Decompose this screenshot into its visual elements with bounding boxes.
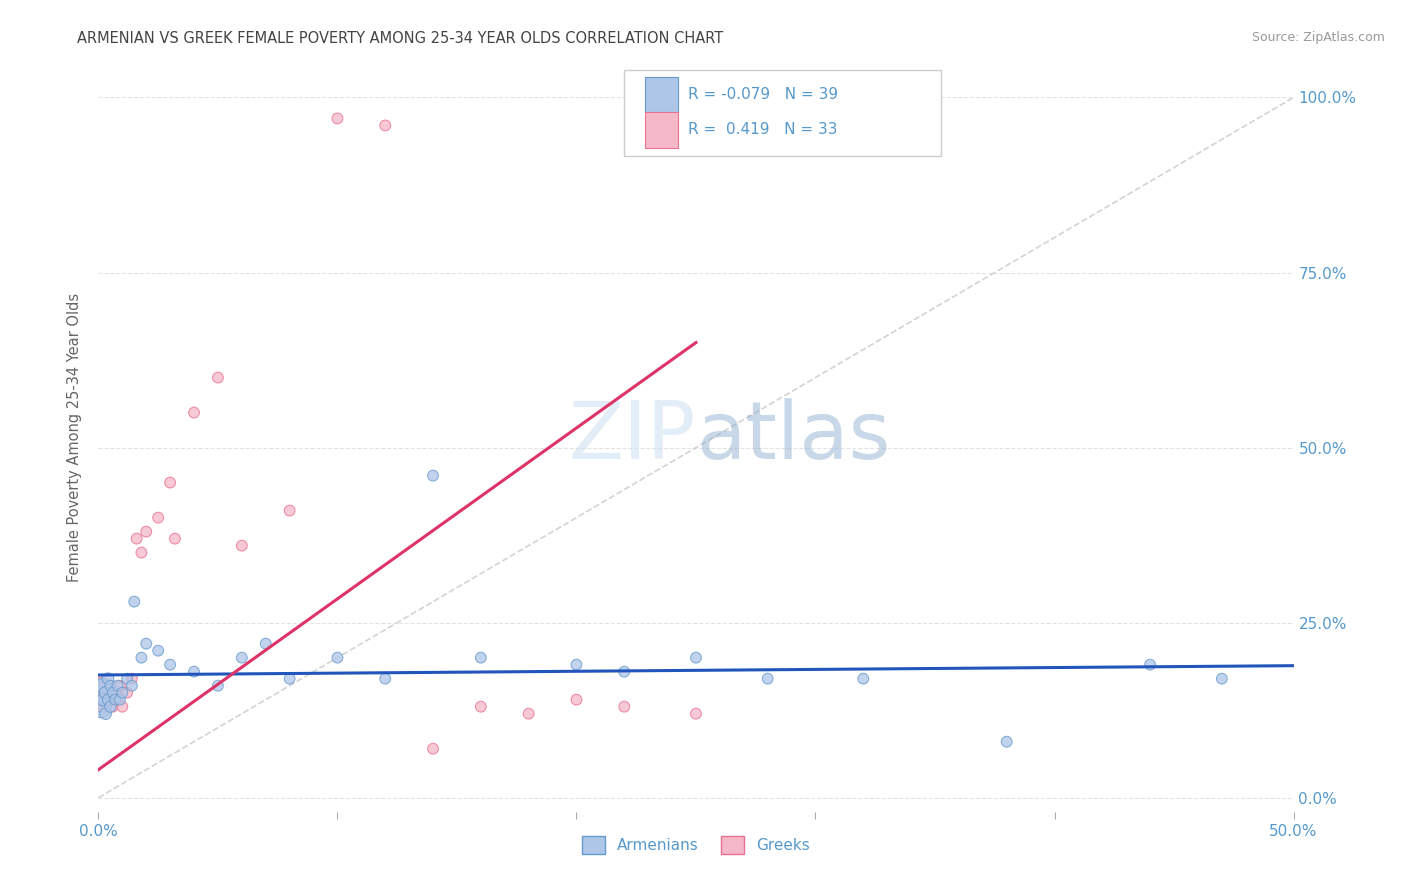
Point — [124, 594, 146, 608]
Point — [207, 679, 229, 693]
Text: Source: ZipAtlas.com: Source: ZipAtlas.com — [1251, 31, 1385, 45]
Point — [148, 643, 170, 657]
Point — [94, 686, 117, 700]
Point — [685, 706, 707, 721]
Point — [278, 672, 301, 686]
Point — [254, 637, 277, 651]
Point — [101, 699, 124, 714]
FancyBboxPatch shape — [624, 70, 941, 156]
Point — [91, 699, 114, 714]
Point — [131, 650, 153, 665]
Point — [374, 672, 396, 686]
Point — [374, 119, 396, 133]
Legend: Armenians, Greeks: Armenians, Greeks — [575, 830, 817, 860]
Point — [1211, 672, 1233, 686]
Point — [90, 679, 112, 693]
Point — [131, 546, 153, 560]
Point — [107, 692, 129, 706]
Point — [470, 699, 492, 714]
Point — [90, 699, 112, 714]
Point — [995, 734, 1018, 748]
Point — [107, 679, 129, 693]
Text: R =  0.419   N = 33: R = 0.419 N = 33 — [688, 122, 837, 137]
FancyBboxPatch shape — [644, 112, 678, 148]
Point — [756, 672, 779, 686]
Point — [159, 657, 181, 672]
Point — [565, 692, 588, 706]
Text: R = -0.079   N = 39: R = -0.079 N = 39 — [688, 87, 838, 103]
Point — [115, 686, 138, 700]
Point — [125, 532, 148, 546]
Point — [183, 406, 205, 420]
Point — [104, 686, 127, 700]
Point — [108, 692, 131, 706]
Point — [326, 112, 349, 126]
Point — [613, 665, 636, 679]
Point — [685, 650, 707, 665]
Point — [97, 692, 120, 706]
Point — [135, 524, 157, 539]
FancyBboxPatch shape — [644, 77, 678, 112]
Point — [135, 637, 157, 651]
Y-axis label: Female Poverty Among 25-34 Year Olds: Female Poverty Among 25-34 Year Olds — [67, 293, 83, 582]
Point — [98, 679, 122, 693]
Point — [97, 692, 120, 706]
Point — [470, 650, 492, 665]
Point — [231, 650, 253, 665]
Point — [111, 699, 134, 714]
Text: ARMENIAN VS GREEK FEMALE POVERTY AMONG 25-34 YEAR OLDS CORRELATION CHART: ARMENIAN VS GREEK FEMALE POVERTY AMONG 2… — [77, 31, 724, 46]
Point — [94, 686, 117, 700]
Point — [278, 503, 301, 517]
Point — [111, 686, 134, 700]
Point — [326, 650, 349, 665]
Point — [517, 706, 540, 721]
Point — [90, 692, 112, 706]
Point — [852, 672, 875, 686]
Point — [613, 699, 636, 714]
Point — [91, 679, 114, 693]
Point — [159, 475, 181, 490]
Point — [104, 692, 127, 706]
Point — [108, 679, 131, 693]
Point — [91, 692, 114, 706]
Point — [97, 672, 120, 686]
Point — [115, 672, 138, 686]
Point — [94, 679, 117, 693]
Point — [148, 510, 170, 524]
Point — [98, 699, 122, 714]
Point — [207, 370, 229, 384]
Point — [422, 741, 444, 756]
Text: ZIP: ZIP — [568, 398, 696, 476]
Point — [94, 706, 117, 721]
Point — [98, 679, 122, 693]
Point — [121, 672, 143, 686]
Point — [565, 657, 588, 672]
Point — [101, 686, 124, 700]
Point — [1139, 657, 1161, 672]
Point — [91, 692, 114, 706]
Point — [422, 468, 444, 483]
Text: atlas: atlas — [696, 398, 890, 476]
Point — [121, 679, 143, 693]
Point — [90, 686, 112, 700]
Point — [231, 539, 253, 553]
Point — [183, 665, 205, 679]
Point — [163, 532, 186, 546]
